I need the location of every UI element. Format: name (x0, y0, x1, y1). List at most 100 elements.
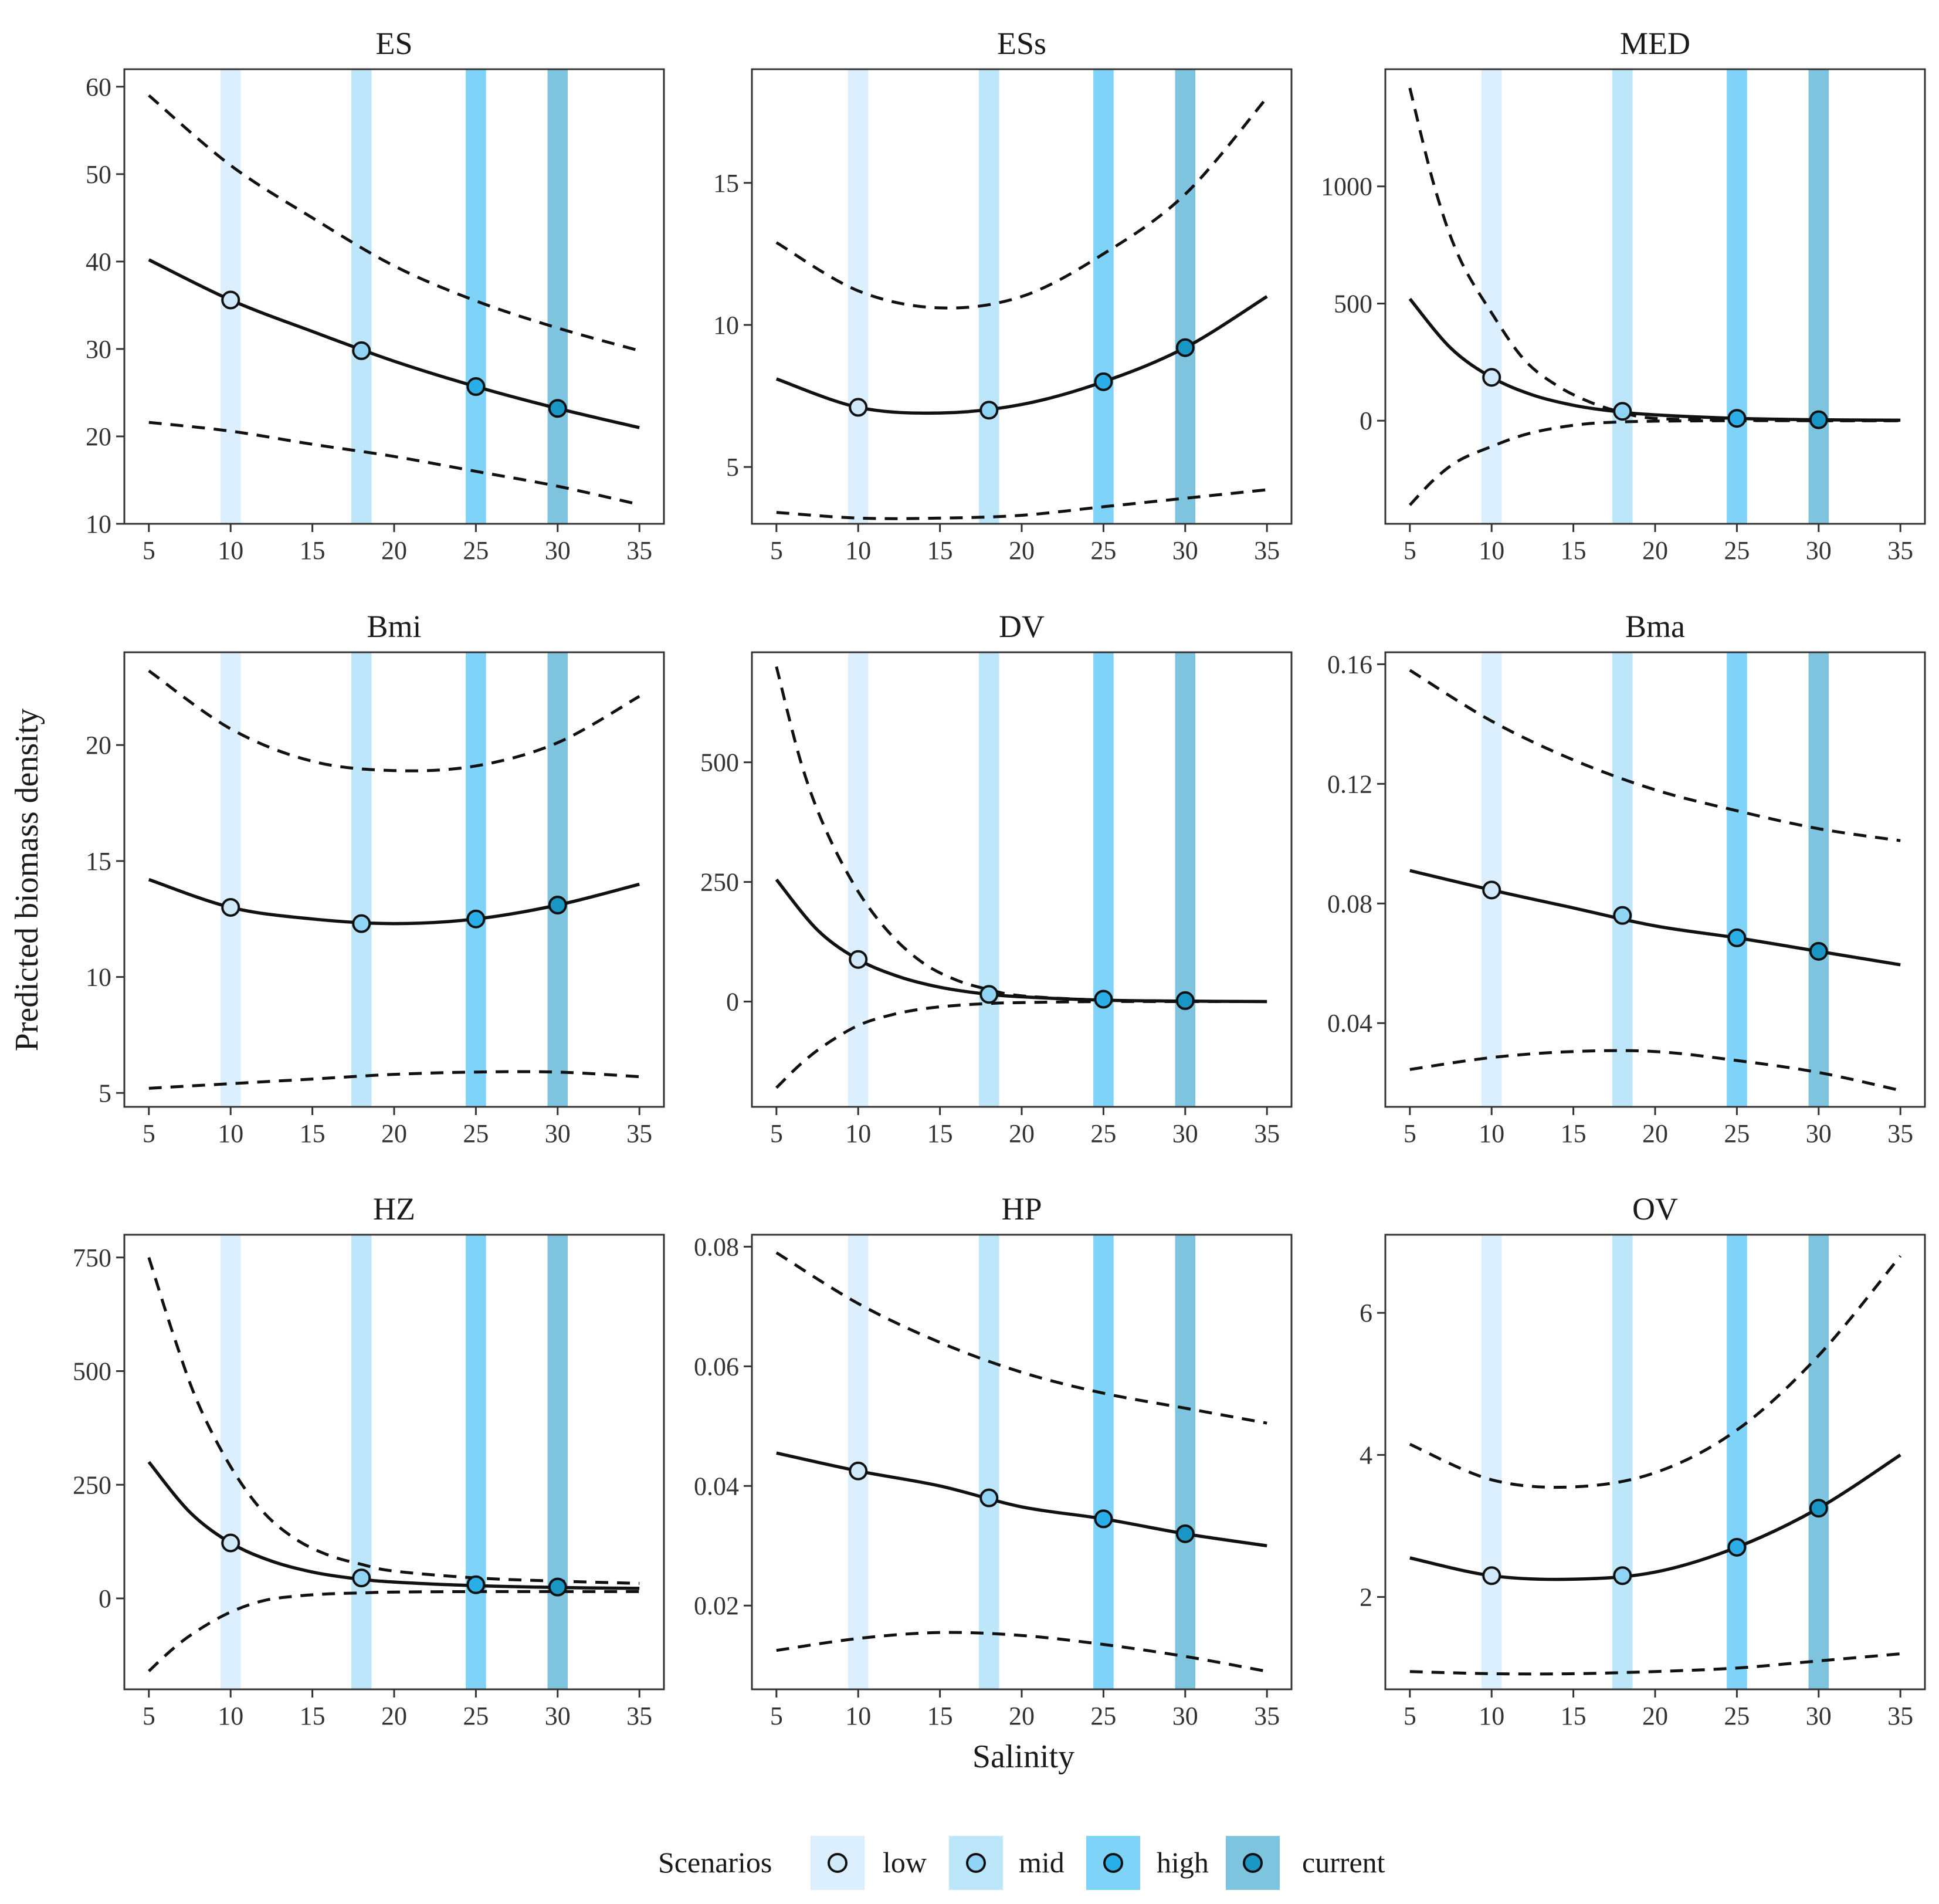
x-tick-label: 5 (770, 536, 783, 565)
y-tick-label: 0.04 (694, 1472, 739, 1500)
x-tick-label: 15 (300, 1119, 326, 1148)
legend-label-low: low (883, 1846, 927, 1879)
scenario-band-current (547, 1235, 568, 1689)
scenario-band-mid (1612, 652, 1633, 1107)
x-tick-label: 35 (626, 536, 652, 565)
panel-border (123, 1234, 665, 1690)
data-point-high (1727, 1537, 1747, 1557)
data-point-current (1175, 1524, 1195, 1543)
y-tick-label: 20 (86, 731, 111, 760)
y-tick-label: 30 (86, 335, 111, 364)
y-tick-label: 500 (1334, 289, 1372, 318)
y-tick-label: 0.06 (694, 1352, 739, 1381)
x-tick-label: 25 (1090, 536, 1116, 565)
lower-ci-line (1409, 1652, 1901, 1676)
y-tick-label: 0.12 (1327, 770, 1372, 798)
y-tick-label: 5 (726, 453, 739, 482)
panel-hp: HP 5 10 15 20 25 30 35 0.02 0.04 0.06 0.08 (694, 1191, 1293, 1730)
x-tick-label: 15 (1561, 536, 1587, 565)
data-point-current (1809, 1499, 1828, 1518)
data-point-mid (979, 401, 999, 420)
x-tick-label: 35 (1254, 1119, 1280, 1148)
y-tick-label: 4 (1360, 1441, 1372, 1469)
y-tick-label: 10 (86, 510, 111, 538)
data-point-low (849, 950, 868, 969)
data-point-low (221, 1533, 240, 1553)
scenario-band-high (1727, 69, 1747, 524)
y-tick-label: 15 (713, 169, 739, 198)
x-tick-label: 20 (1642, 536, 1668, 565)
x-tick-label: 25 (463, 1702, 489, 1730)
y-tick-label: 500 (700, 748, 739, 777)
x-tick-label: 20 (1009, 536, 1035, 565)
panel-title: MED (1620, 26, 1690, 61)
x-tick-label: 35 (1887, 1702, 1913, 1730)
x-tick-label: 10 (218, 1119, 243, 1148)
legend-label-high: high (1157, 1846, 1209, 1879)
y-tick-label: 10 (713, 311, 739, 340)
upper-ci-line (775, 96, 1269, 310)
legend-point-current (1243, 1853, 1263, 1873)
y-tick-label: 10 (86, 963, 111, 992)
x-tick-label: 10 (218, 1702, 243, 1730)
data-point-mid (979, 1488, 999, 1507)
panel-title: ES (375, 26, 412, 61)
scenario-band-current (1175, 69, 1196, 524)
data-point-mid (352, 1568, 371, 1588)
data-point-mid (352, 914, 371, 933)
scenario-band-high (466, 652, 486, 1107)
x-tick-label: 5 (1404, 1702, 1416, 1730)
scenario-band-mid (351, 1235, 372, 1689)
data-point-high (1094, 990, 1113, 1009)
panel-title: HP (1001, 1191, 1042, 1227)
plot-area (1408, 87, 1901, 506)
y-tick-label: 20 (86, 422, 111, 451)
plot-area (147, 1257, 640, 1672)
panel-border (123, 651, 665, 1108)
scenario-band-current (1808, 1235, 1829, 1689)
x-tick-label: 25 (463, 536, 489, 565)
lower-ci-line (148, 1070, 640, 1090)
x-tick-label: 15 (1561, 1119, 1587, 1148)
fit-line (147, 1461, 640, 1590)
y-tick-label: 750 (73, 1244, 111, 1272)
panel-hz: HZ 5 10 15 20 25 30 35 0 250 500 750 (73, 1191, 665, 1730)
y-tick-label: 250 (73, 1471, 111, 1499)
y-tick-label: 0.16 (1327, 650, 1372, 679)
legend-point-mid (966, 1853, 986, 1873)
x-tick-label: 10 (1479, 536, 1504, 565)
scenario-band-high (1093, 69, 1114, 524)
x-tick-label: 5 (770, 1119, 783, 1148)
scenario-band-high (466, 69, 486, 524)
y-tick-label: 0.08 (1327, 889, 1372, 918)
scenario-band-mid (978, 1235, 999, 1689)
panel-border (1384, 651, 1926, 1108)
y-tick-label: 0 (1360, 406, 1372, 435)
y-tick-label: 40 (86, 248, 111, 276)
scenario-band-current (1808, 652, 1829, 1107)
x-tick-label: 30 (1806, 536, 1832, 565)
x-tick-label: 35 (1887, 1119, 1913, 1148)
x-tick-label: 15 (300, 536, 326, 565)
scenario-band-mid (978, 69, 999, 524)
upper-ci-line (148, 669, 640, 773)
y-tick-label: 6 (1360, 1299, 1372, 1327)
scenario-band-low (1481, 1235, 1502, 1689)
x-tick-label: 25 (1724, 536, 1750, 565)
y-tick-label: 2 (1360, 1583, 1372, 1612)
data-point-mid (1613, 402, 1632, 421)
upper-ci-line (147, 1257, 640, 1585)
data-point-current (1175, 991, 1195, 1010)
lower-ci-line (776, 488, 1267, 520)
upper-ci-line (775, 1251, 1267, 1425)
panel-title: ESs (997, 26, 1046, 61)
y-tick-label: 60 (86, 73, 111, 101)
x-tick-label: 30 (1172, 1119, 1198, 1148)
y-tick-label: 15 (86, 847, 111, 876)
data-point-low (221, 897, 240, 917)
x-tick-label: 15 (300, 1702, 326, 1730)
scenario-band-low (220, 1235, 241, 1689)
x-tick-label: 5 (770, 1702, 783, 1730)
